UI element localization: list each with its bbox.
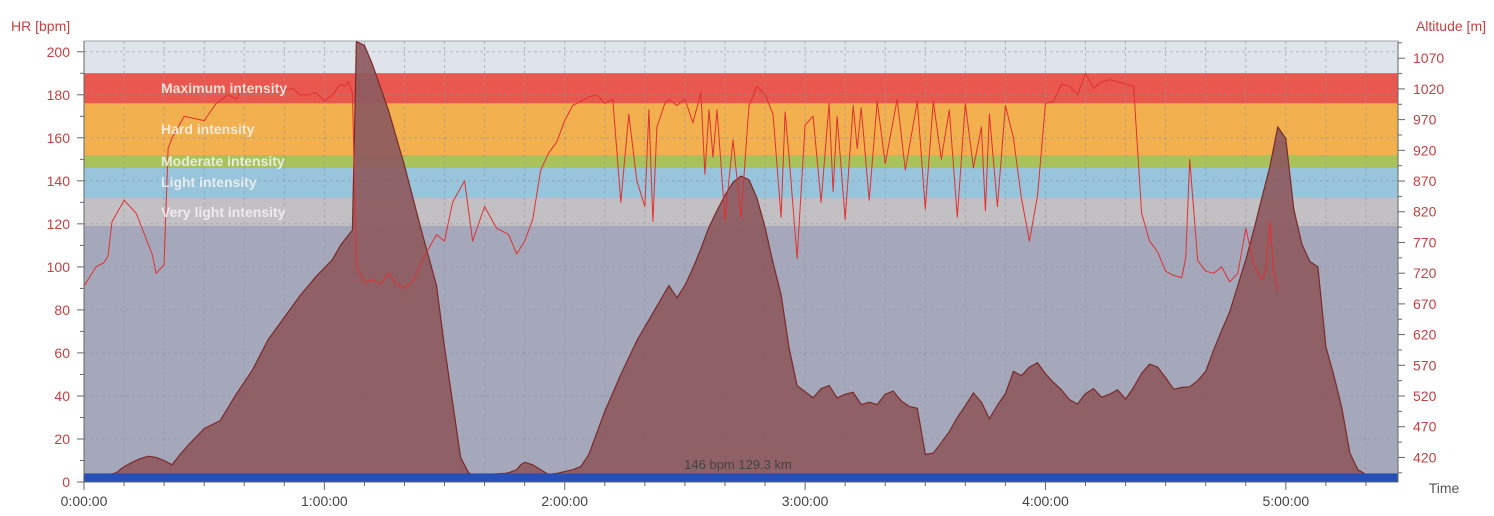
right-tick-label: 570 bbox=[1413, 357, 1437, 373]
left-axis-title: HR [bpm] bbox=[11, 18, 70, 34]
left-tick-label: 100 bbox=[47, 259, 71, 275]
right-tick-label: 620 bbox=[1413, 327, 1437, 343]
zone-label-1: Hard intensity bbox=[161, 121, 255, 137]
left-tick-label: 40 bbox=[54, 388, 70, 404]
right-tick-label: 720 bbox=[1413, 265, 1437, 281]
plot-top-band bbox=[84, 41, 1398, 74]
x-tick-label: 4:00:00 bbox=[1022, 493, 1069, 509]
left-tick-label: 160 bbox=[47, 130, 71, 146]
zone-label-2: Moderate intensity bbox=[161, 153, 285, 169]
x-tick-label: 3:00:00 bbox=[782, 493, 829, 509]
zone-band-2 bbox=[84, 155, 1398, 168]
left-tick-label: 20 bbox=[54, 431, 70, 447]
zone-label-0: Maximum intensity bbox=[161, 80, 287, 96]
x-axis-title: Time bbox=[1429, 480, 1460, 496]
right-axis-title: Altitude [m] bbox=[1416, 18, 1486, 34]
heart-rate-line bbox=[83, 72, 1279, 291]
summary-label: 146 bpm 129.3 km bbox=[684, 457, 792, 472]
right-tick-label: 870 bbox=[1413, 173, 1437, 189]
zone-label-4: Very light intensity bbox=[161, 204, 286, 220]
x-tick-label: 0:00:00 bbox=[61, 493, 108, 509]
left-tick-label: 60 bbox=[54, 345, 70, 361]
right-tick-label: 820 bbox=[1413, 204, 1437, 220]
right-tick-label: 420 bbox=[1413, 449, 1437, 465]
left-tick-label: 140 bbox=[47, 173, 71, 189]
right-tick-label: 1070 bbox=[1413, 50, 1444, 66]
zone-label-3: Light intensity bbox=[161, 174, 257, 190]
left-tick-label: 120 bbox=[47, 216, 71, 232]
x-tick-label: 1:00:00 bbox=[301, 493, 348, 509]
left-tick-label: 200 bbox=[47, 44, 71, 60]
right-tick-label: 520 bbox=[1413, 388, 1437, 404]
left-tick-label: 80 bbox=[54, 302, 70, 318]
right-tick-label: 920 bbox=[1413, 142, 1437, 158]
right-tick-label: 970 bbox=[1413, 112, 1437, 128]
left-tick-label: 0 bbox=[62, 474, 70, 490]
x-tick-label: 5:00:00 bbox=[1262, 493, 1309, 509]
altitude-area bbox=[83, 40, 1382, 482]
baseline-bar bbox=[84, 473, 1398, 482]
x-tick-label: 2:00:00 bbox=[541, 493, 588, 509]
zone-band-1 bbox=[84, 103, 1398, 156]
zone-band-0 bbox=[84, 73, 1398, 104]
right-tick-label: 670 bbox=[1413, 296, 1437, 312]
right-tick-label: 470 bbox=[1413, 419, 1437, 435]
right-tick-label: 770 bbox=[1413, 234, 1437, 250]
right-tick-label: 1020 bbox=[1413, 81, 1444, 97]
left-tick-label: 180 bbox=[47, 87, 71, 103]
